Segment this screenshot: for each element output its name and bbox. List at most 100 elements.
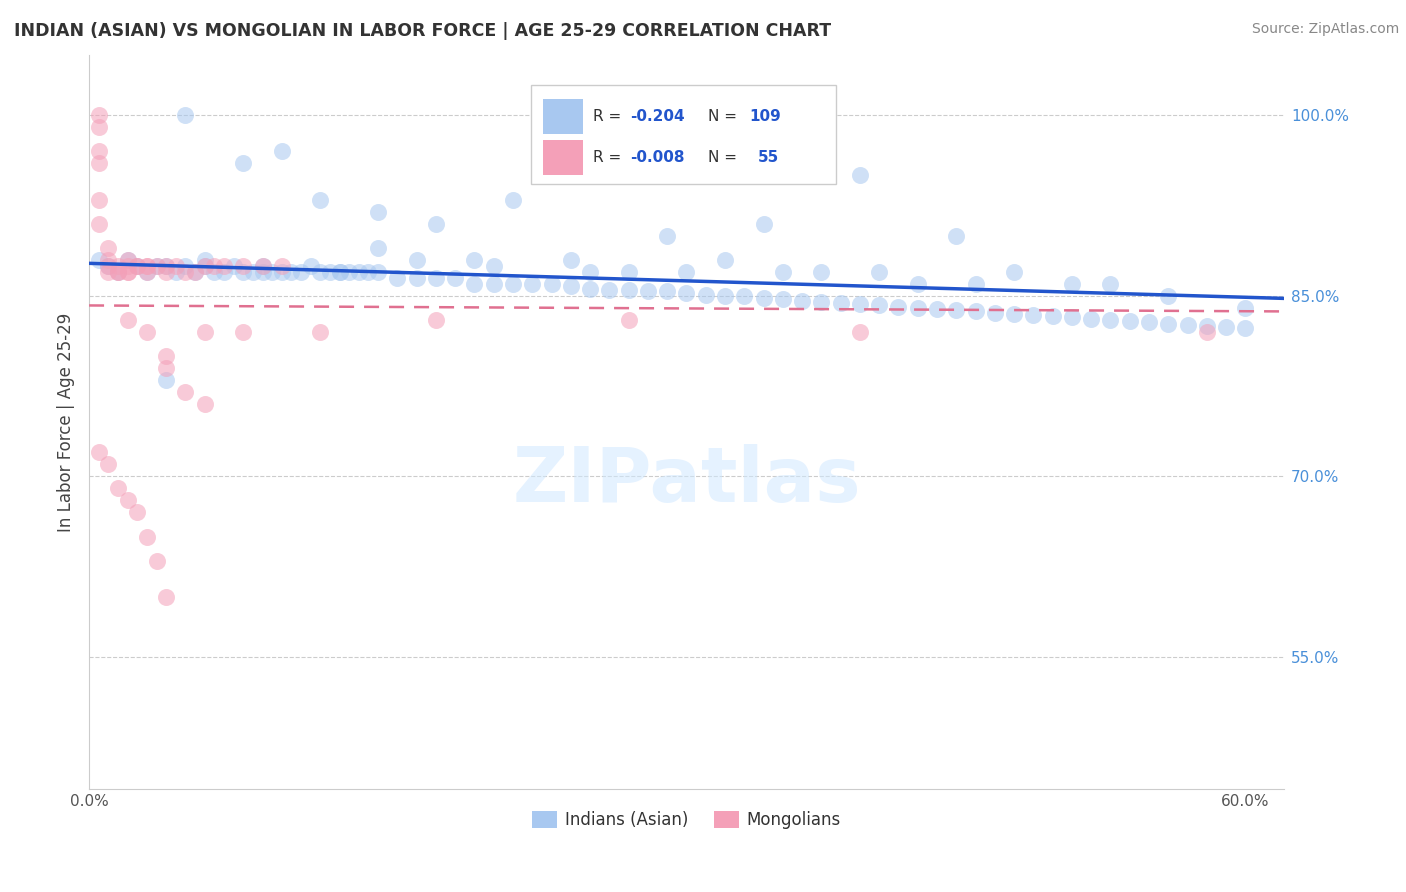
Point: [830, 296, 852, 310]
Point: [184, 265, 207, 279]
Point: [522, 277, 544, 291]
Point: [87, 145, 110, 159]
Point: [97, 259, 120, 273]
Point: [337, 265, 360, 279]
Point: [502, 277, 524, 291]
Point: [849, 325, 872, 339]
Text: R =: R =: [593, 150, 627, 165]
Point: [637, 284, 659, 298]
Point: [117, 252, 139, 267]
Point: [174, 108, 197, 122]
Point: [1060, 310, 1083, 325]
Point: [107, 481, 129, 495]
Point: [165, 259, 187, 273]
Point: [145, 259, 167, 273]
Point: [202, 265, 225, 279]
Point: [945, 303, 967, 318]
Point: [117, 493, 139, 508]
Point: [319, 265, 342, 279]
Point: [127, 259, 149, 273]
Point: [425, 270, 447, 285]
Point: [405, 252, 427, 267]
Point: [242, 265, 264, 279]
Point: [135, 529, 157, 543]
Point: [502, 193, 524, 207]
Point: [222, 259, 245, 273]
Point: [309, 193, 332, 207]
Point: [560, 252, 582, 267]
Point: [1234, 301, 1257, 315]
Point: [270, 259, 292, 273]
Point: [117, 265, 139, 279]
Point: [945, 228, 967, 243]
Point: [155, 349, 177, 363]
Point: [270, 145, 292, 159]
Point: [405, 270, 427, 285]
Text: N =: N =: [709, 110, 742, 124]
Point: [907, 301, 929, 315]
Point: [107, 265, 129, 279]
Point: [145, 259, 167, 273]
Point: [107, 259, 129, 273]
Point: [194, 252, 217, 267]
Point: [97, 265, 120, 279]
Point: [87, 120, 110, 135]
Point: [117, 313, 139, 327]
Point: [425, 313, 447, 327]
Point: [772, 265, 794, 279]
Point: [810, 294, 832, 309]
Point: [617, 265, 640, 279]
Point: [127, 259, 149, 273]
Point: [1157, 289, 1180, 303]
Point: [87, 193, 110, 207]
Point: [1022, 308, 1045, 322]
Point: [965, 304, 987, 318]
Point: [127, 259, 149, 273]
Point: [194, 397, 217, 411]
Point: [1215, 320, 1237, 334]
Point: [135, 259, 157, 273]
Point: [1080, 311, 1102, 326]
Point: [135, 265, 157, 279]
Point: [270, 265, 292, 279]
Point: [290, 265, 312, 279]
Point: [174, 385, 197, 400]
Point: [579, 282, 602, 296]
Point: [367, 265, 389, 279]
Point: [849, 169, 872, 183]
Text: Source: ZipAtlas.com: Source: ZipAtlas.com: [1251, 22, 1399, 37]
Point: [174, 259, 197, 273]
Point: [925, 301, 948, 316]
FancyBboxPatch shape: [543, 139, 582, 175]
Point: [87, 156, 110, 170]
Point: [752, 291, 775, 305]
Point: [329, 265, 352, 279]
Point: [155, 590, 177, 604]
Point: [97, 252, 120, 267]
Point: [194, 259, 217, 273]
Point: [212, 265, 235, 279]
Point: [202, 259, 225, 273]
Point: [117, 259, 139, 273]
Point: [984, 306, 1007, 320]
Point: [1002, 265, 1025, 279]
Point: [232, 156, 254, 170]
Legend: Indians (Asian), Mongolians: Indians (Asian), Mongolians: [526, 805, 848, 836]
Point: [367, 241, 389, 255]
Point: [309, 325, 332, 339]
Point: [127, 505, 149, 519]
Point: [752, 217, 775, 231]
Point: [425, 217, 447, 231]
Point: [463, 252, 485, 267]
Point: [1002, 307, 1025, 321]
Point: [1234, 321, 1257, 335]
Point: [194, 325, 217, 339]
Point: [97, 241, 120, 255]
Point: [155, 259, 177, 273]
Point: [714, 289, 737, 303]
Point: [97, 259, 120, 273]
Point: [347, 265, 370, 279]
Point: [540, 277, 562, 291]
Point: [184, 265, 207, 279]
Text: -0.204: -0.204: [630, 110, 685, 124]
